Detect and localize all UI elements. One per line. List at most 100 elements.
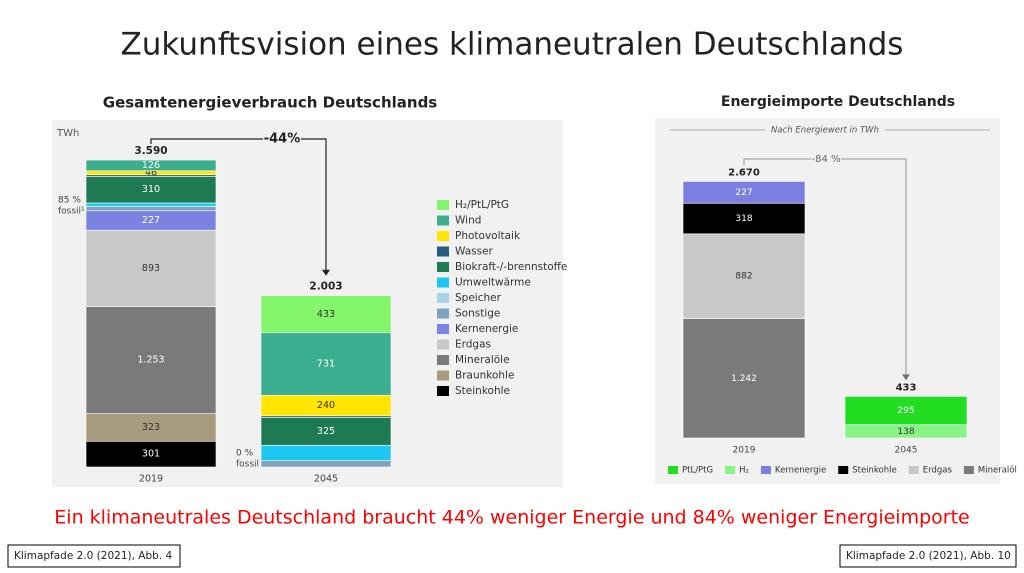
legend-label: Braunkohle	[455, 370, 514, 382]
bar-segment	[260, 460, 392, 468]
data-label: 227	[142, 215, 160, 226]
legend-label: Sonstige	[455, 308, 500, 320]
change-arrow	[150, 138, 327, 271]
bar-segment	[260, 417, 392, 446]
legend-label: Wind	[455, 215, 481, 227]
chart-title: Energieimporte Deutschlands	[721, 94, 955, 110]
data-label: 1.242	[731, 374, 757, 384]
legend-label: Kernenergie	[455, 323, 518, 335]
legend-swatch	[725, 466, 736, 474]
data-label: 893	[142, 263, 160, 274]
legend-swatch	[437, 324, 449, 334]
bar-segment	[85, 413, 217, 442]
data-label: 1.253	[137, 355, 164, 366]
data-label: 138	[897, 427, 914, 437]
legend-label: Mineralöle	[455, 354, 510, 366]
data-label: 126	[142, 160, 160, 171]
arrow-head	[322, 269, 330, 276]
legend-label: Steinkohle	[852, 466, 897, 476]
legend-swatch	[437, 355, 449, 365]
y-axis-label: TWh	[56, 128, 79, 139]
legend-swatch	[437, 231, 449, 241]
data-label: 325	[317, 426, 335, 437]
data-label: 323	[142, 422, 160, 433]
bar-segment	[85, 440, 217, 468]
legend-label: Erdgas	[455, 339, 491, 351]
data-label: 433	[317, 309, 335, 320]
legend-label: Speicher	[455, 292, 502, 304]
data-label: 46	[145, 167, 157, 178]
total-label: 3.590	[134, 145, 167, 157]
total-label: 2.003	[309, 281, 342, 293]
legend-swatch	[437, 246, 449, 257]
legend-label: H₂	[739, 466, 749, 476]
fossil-label: fossil¹	[58, 207, 85, 217]
bar-segment	[682, 318, 806, 439]
legend-swatch	[437, 293, 449, 303]
data-label: 310	[142, 184, 160, 195]
legend-swatch	[437, 200, 449, 210]
legend-swatch	[437, 277, 449, 288]
chart-title: Gesamtenergieverbrauch Deutschlands	[103, 94, 438, 112]
legend-label: Biokraft-/-brennstoffe	[455, 261, 567, 273]
data-label: 731	[317, 359, 335, 370]
legend-swatch	[437, 370, 449, 381]
bar-segment	[260, 332, 392, 396]
bar-segment	[85, 159, 217, 172]
legend-label: Steinkohle	[455, 385, 510, 397]
fossil-label: fossil	[236, 460, 259, 470]
legend-swatch	[437, 215, 449, 226]
legend-swatch	[760, 466, 771, 474]
legend-swatch	[437, 386, 449, 396]
bar-segment	[260, 444, 392, 461]
bar-segment	[682, 233, 806, 319]
data-label: 240	[317, 400, 335, 411]
source: Klimapfade 2.0 (2021), Abb. 4	[14, 550, 172, 562]
legend-swatch	[437, 308, 449, 319]
legend-swatch	[838, 466, 849, 474]
data-label: 318	[735, 214, 752, 224]
legend-label: Umweltwärme	[455, 277, 531, 289]
legend-label: Wasser	[455, 246, 494, 258]
legend-label: Photovoltaik	[455, 230, 521, 242]
legend-label: Erdgas	[923, 466, 953, 476]
bar-segment	[85, 176, 217, 204]
bar-segment	[682, 181, 806, 204]
change-label: -44%	[264, 132, 301, 147]
source: Klimapfade 2.0 (2021), Abb. 10	[846, 550, 1011, 562]
bar-segment	[85, 306, 217, 414]
x-tick-label: 2045	[895, 446, 918, 456]
data-label: 295	[897, 406, 914, 416]
legend-label: H₂/PtL/PtG	[455, 199, 509, 211]
legend-swatch	[437, 339, 449, 350]
fossil-label: 85 %	[58, 196, 81, 206]
bar-segment	[844, 396, 968, 426]
conclusion: Ein klimaneutrales Deutschland braucht 4…	[54, 507, 969, 529]
chart-subtitle: Nach Energiewert in TWh	[771, 126, 879, 136]
legend-label: PtL/PtG	[682, 466, 713, 476]
legend-label: Kernenergie	[775, 466, 826, 476]
legend-label: Mineralöl	[978, 466, 1017, 476]
data-label: 882	[735, 272, 752, 282]
legend-swatch	[963, 466, 974, 474]
legend-swatch	[908, 466, 919, 474]
change-label: -84 %	[811, 154, 840, 165]
legend-swatch	[437, 262, 449, 272]
slide-title: Zukunftsvision eines klimaneutralen Deut…	[121, 27, 904, 63]
bar-segment	[260, 295, 392, 334]
bar-segment	[85, 229, 217, 307]
arrow-head	[902, 374, 910, 381]
x-tick-label: 2019	[733, 446, 756, 456]
fossil-label: 0 %	[236, 449, 254, 459]
bar-segment	[85, 202, 217, 207]
x-tick-label: 2019	[139, 474, 163, 485]
total-label: 433	[896, 382, 917, 393]
data-label: 227	[735, 188, 752, 198]
bar-segment	[682, 202, 806, 235]
source-box	[839, 544, 1017, 568]
change-arrow	[743, 158, 907, 376]
legend-swatch	[668, 466, 678, 474]
total-label: 2.670	[728, 167, 760, 178]
